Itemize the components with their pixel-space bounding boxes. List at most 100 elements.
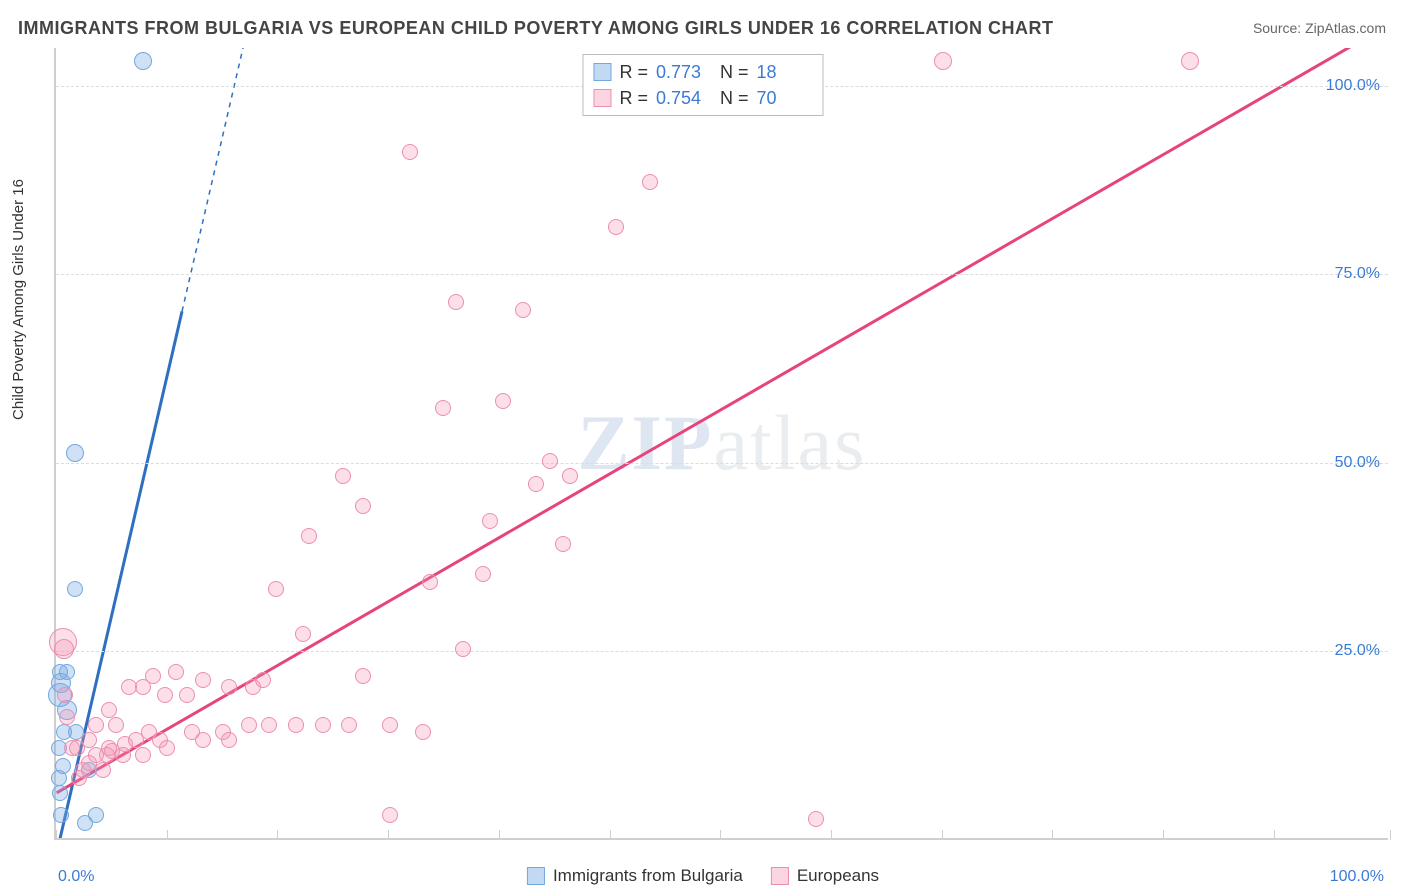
gridline (56, 651, 1388, 652)
legend-label-europeans: Europeans (797, 866, 879, 886)
x-axis-min-label: 0.0% (58, 868, 94, 886)
x-tick (1274, 830, 1275, 840)
data-point (301, 528, 317, 544)
n-label: N = (720, 85, 749, 111)
data-point (88, 807, 104, 823)
y-tick-label: 100.0% (1326, 77, 1380, 95)
data-point (195, 732, 211, 748)
x-tick (610, 830, 611, 840)
data-point (528, 476, 544, 492)
r-label: R = (619, 59, 648, 85)
data-point (382, 717, 398, 733)
x-tick (720, 830, 721, 840)
data-point (52, 664, 68, 680)
data-point (808, 811, 824, 827)
data-point (555, 536, 571, 552)
data-point (57, 687, 73, 703)
data-point (135, 747, 151, 763)
data-point (53, 807, 69, 823)
data-point (1181, 52, 1199, 70)
data-point (415, 724, 431, 740)
data-point (475, 566, 491, 582)
watermark-atlas: atlas (714, 399, 867, 486)
gridline (56, 463, 1388, 464)
data-point (55, 758, 71, 774)
data-point (341, 717, 357, 733)
data-point (134, 52, 152, 70)
x-tick (56, 830, 57, 840)
x-tick (1163, 830, 1164, 840)
data-point (422, 574, 438, 590)
data-point (54, 639, 74, 659)
y-axis-label: Child Poverty Among Girls Under 16 (10, 179, 27, 420)
data-point (268, 581, 284, 597)
data-point (608, 219, 624, 235)
x-tick (1390, 830, 1391, 840)
x-axis-max-label: 100.0% (1330, 868, 1384, 886)
data-point (88, 717, 104, 733)
data-point (81, 732, 97, 748)
swatch-europeans (593, 89, 611, 107)
watermark: ZIPatlas (578, 398, 867, 488)
data-point (435, 400, 451, 416)
data-point (101, 702, 117, 718)
data-point (95, 762, 111, 778)
r-label: R = (619, 85, 648, 111)
y-tick-label: 50.0% (1335, 454, 1380, 472)
data-point (402, 144, 418, 160)
x-tick (942, 830, 943, 840)
watermark-zip: ZIP (578, 399, 714, 486)
data-point (261, 717, 277, 733)
data-point (59, 709, 75, 725)
chart-title: IMMIGRANTS FROM BULGARIA VS EUROPEAN CHI… (18, 18, 1054, 39)
x-tick (277, 830, 278, 840)
data-point (315, 717, 331, 733)
r-value-europeans: 0.754 (656, 85, 712, 111)
data-point (67, 581, 83, 597)
x-tick (1052, 830, 1053, 840)
data-point (642, 174, 658, 190)
data-point (542, 453, 558, 469)
y-tick-label: 25.0% (1335, 642, 1380, 660)
data-point (455, 641, 471, 657)
data-point (66, 444, 84, 462)
swatch-europeans (771, 867, 789, 885)
x-tick (167, 830, 168, 840)
data-point (295, 626, 311, 642)
legend-row-europeans: R = 0.754 N = 70 (593, 85, 812, 111)
data-point (221, 732, 237, 748)
data-point (159, 740, 175, 756)
data-point (241, 717, 257, 733)
x-tick (831, 830, 832, 840)
swatch-bulgaria (593, 63, 611, 81)
data-point (448, 294, 464, 310)
data-point (934, 52, 952, 70)
y-tick-label: 75.0% (1335, 265, 1380, 283)
gridline (56, 274, 1388, 275)
data-point (221, 679, 237, 695)
data-point (179, 687, 195, 703)
legend-item-europeans: Europeans (771, 866, 879, 886)
data-point (168, 664, 184, 680)
correlation-legend: R = 0.773 N = 18 R = 0.754 N = 70 (582, 54, 823, 116)
swatch-bulgaria (527, 867, 545, 885)
data-point (195, 672, 211, 688)
x-tick (499, 830, 500, 840)
n-value-europeans: 70 (757, 85, 813, 111)
legend-item-bulgaria: Immigrants from Bulgaria (527, 866, 743, 886)
data-point (145, 668, 161, 684)
data-point (382, 807, 398, 823)
data-point (495, 393, 511, 409)
data-point (157, 687, 173, 703)
data-point (355, 498, 371, 514)
series-legend: Immigrants from Bulgaria Europeans (527, 866, 879, 886)
n-value-bulgaria: 18 (757, 59, 813, 85)
data-point (335, 468, 351, 484)
data-point (482, 513, 498, 529)
legend-row-bulgaria: R = 0.773 N = 18 (593, 59, 812, 85)
data-point (288, 717, 304, 733)
x-tick (388, 830, 389, 840)
data-point (562, 468, 578, 484)
data-point (255, 672, 271, 688)
legend-label-bulgaria: Immigrants from Bulgaria (553, 866, 743, 886)
